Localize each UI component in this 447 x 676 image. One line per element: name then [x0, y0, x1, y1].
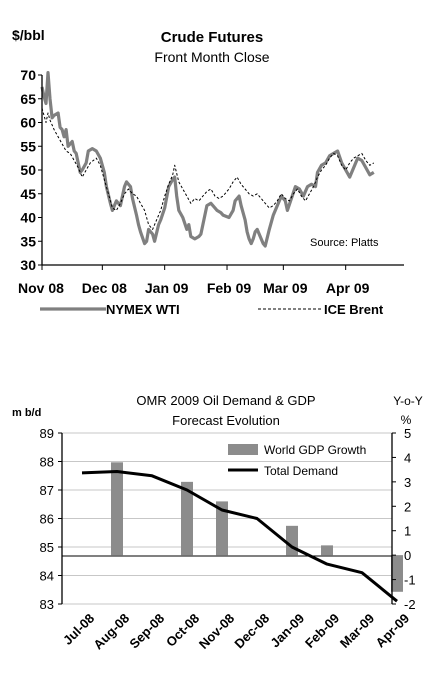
c1-x-tick-labels: Nov 08 Dec 08 Jan 09 Feb 09 Mar 09 Apr 09 — [18, 265, 370, 296]
c1-y-tick-label: 60 — [20, 115, 36, 131]
c2-right-tick-label: -2 — [404, 597, 416, 612]
c2-right-tick-label: 4 — [404, 450, 411, 465]
c1-x-tick-label: Jan 09 — [145, 280, 189, 296]
c1-subtitle: Front Month Close — [154, 49, 269, 65]
c2-legend-label-gdp: World GDP Growth — [264, 443, 366, 457]
c1-series-wti-line — [40, 71, 375, 248]
c2-right-tick-labels: -2 -1 0 1 2 3 4 5 — [392, 426, 416, 612]
c2-category-label: Oct-08 — [163, 611, 202, 650]
c1-y-tick-label: 55 — [20, 138, 36, 154]
c2-left-tick-label: 85 — [40, 540, 54, 555]
c2-left-tick-label: 83 — [40, 597, 54, 612]
c2-category-label: Dec-08 — [231, 611, 272, 652]
c2-right-tick-label: 5 — [404, 426, 411, 441]
c1-series-brent-line — [41, 108, 375, 230]
c1-x-tick-label: Nov 08 — [18, 280, 64, 296]
c1-source-note: Source: Platts — [310, 237, 379, 249]
c1-y-tick-label: 30 — [20, 257, 36, 273]
c1-y-tick-label: 50 — [20, 162, 36, 178]
c1-legend-label-wti: NYMEX WTI — [106, 302, 180, 317]
c2-demand-line-path — [81, 470, 398, 603]
c2-category-label: Nov-08 — [196, 611, 237, 652]
c2-gdp-bars — [111, 462, 403, 592]
c2-legend: World GDP Growth Total Demand — [228, 443, 366, 478]
c1-y-tick-label: 70 — [20, 67, 36, 83]
c1-legend: NYMEX WTI ICE Brent — [40, 302, 384, 317]
crude-futures-chart: $/bbl Crude Futures Front Month Close 30… — [12, 27, 404, 317]
c1-series-lines — [40, 71, 375, 248]
c2-category-label: Sep-08 — [126, 611, 167, 652]
c2-left-tick-label: 89 — [40, 426, 54, 441]
c1-x-tick-label: Apr 09 — [326, 280, 370, 296]
c2-left-tick-label: 84 — [40, 569, 54, 584]
c2-title-line-1: OMR 2009 Oil Demand & GDP — [136, 393, 315, 408]
c1-ylabel: $/bbl — [12, 27, 45, 43]
c1-y-tick-label: 65 — [20, 91, 36, 107]
c2-left-tick-label: 88 — [40, 455, 54, 470]
c2-right-axis-label-line-1: Y-o-Y — [393, 394, 423, 408]
c2-right-tick-label: 3 — [404, 475, 411, 490]
c2-title-line-2: Forecast Evolution — [172, 413, 280, 428]
c2-right-tick-label: -1 — [404, 573, 416, 588]
c2-right-tick-label: 1 — [404, 524, 411, 539]
c2-category-label: Feb-09 — [302, 611, 342, 651]
c2-left-tick-label: 87 — [40, 483, 54, 498]
c2-right-tick-label: 0 — [404, 548, 411, 563]
c1-y-tick-label: 45 — [20, 186, 36, 202]
c1-legend-label-brent: ICE Brent — [324, 302, 384, 317]
c2-category-label: Aug-08 — [90, 611, 132, 653]
c1-y-tick-label: 35 — [20, 233, 36, 249]
c1-y-tick-labels: 30 35 40 45 50 55 60 65 70 — [20, 67, 42, 273]
c2-category-labels: Jul-08Aug-08Sep-08Oct-08Nov-08Dec-08Jan-… — [60, 611, 412, 653]
c1-x-tick-label: Dec 08 — [82, 280, 127, 296]
c2-gdp-bar — [391, 555, 403, 592]
c2-left-tick-label: 86 — [40, 512, 54, 527]
c1-x-tick-label: Mar 09 — [263, 280, 308, 296]
c2-legend-swatch-gdp — [228, 444, 258, 455]
c2-gdp-bar — [111, 462, 123, 556]
c2-right-axis-label-line-2: % — [401, 413, 412, 427]
c2-right-tick-label: 2 — [404, 499, 411, 514]
c1-y-tick-label: 40 — [20, 210, 36, 226]
c2-category-label: Mar-09 — [337, 611, 377, 651]
c2-left-tick-labels: 83 84 85 86 87 88 89 — [40, 426, 62, 612]
c2-gdp-bar — [286, 525, 298, 556]
c1-title: Crude Futures — [161, 29, 264, 46]
c2-legend-label-demand: Total Demand — [264, 464, 338, 478]
c2-demand-line — [81, 470, 398, 603]
c2-left-axis-label: m b/d — [12, 407, 41, 419]
c2-gdp-bar — [181, 481, 193, 556]
c2-category-label: Apr-09 — [372, 611, 412, 651]
c2-gdp-bar — [216, 501, 228, 556]
c2-category-label: Jan-09 — [267, 611, 307, 651]
c2-gdp-bar — [321, 545, 333, 556]
c1-x-tick-label: Feb 09 — [207, 280, 252, 296]
omr-demand-chart: OMR 2009 Oil Demand & GDP Forecast Evolu… — [12, 393, 423, 652]
